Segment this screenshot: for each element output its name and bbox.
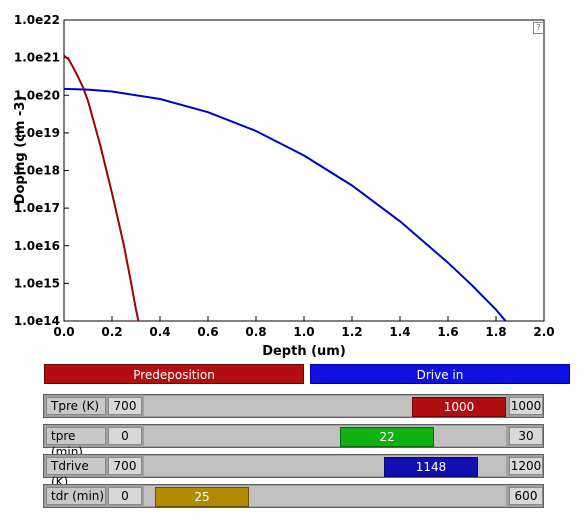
predeposition-curve [63, 54, 140, 322]
slider-thumb[interactable]: 1148 [384, 457, 478, 477]
slider-track[interactable]: 1148 [144, 456, 506, 477]
y-axis-label: Doping (cm -3) [13, 96, 28, 205]
x-tick-label: 1.2 [341, 325, 362, 339]
slider-thumb[interactable]: 1000 [412, 397, 506, 417]
help-icon[interactable]: ? [533, 22, 544, 34]
x-tick-label: 0.6 [197, 325, 218, 339]
y-tick-label: 1.0e16 [14, 239, 60, 253]
slider-label: Tdrive (K) [46, 457, 106, 489]
slider-track[interactable]: 22 [144, 426, 506, 447]
slider-min-value: 700 [108, 397, 142, 415]
x-tick-label: 1.6 [437, 325, 458, 339]
slider-row: Tpre (K) 700 1000 1000 [43, 394, 544, 418]
plot-frame [63, 19, 545, 322]
slider-row: Tdrive (K) 700 1148 1200 [43, 454, 544, 489]
slider-label: Tpre (K) [46, 397, 106, 415]
slider-max-value: 600 [509, 487, 543, 505]
slider-label: tpre (min) [46, 427, 106, 459]
slider-min-value: 700 [108, 457, 142, 475]
x-tick-label: 1.8 [485, 325, 506, 339]
slider-max-value: 30 [509, 427, 543, 445]
x-tick-label: 2.0 [533, 325, 554, 339]
y-tick-label: 1.0e20 [14, 88, 60, 102]
x-axis-label: Depth (um) [262, 344, 346, 359]
x-tick-label: 1.4 [389, 325, 410, 339]
slider-min-value: 0 [108, 427, 142, 445]
y-tick-label: 1.0e15 [14, 276, 60, 290]
slider-thumb[interactable]: 25 [155, 487, 249, 507]
drive-in-curve [63, 87, 507, 322]
y-tick-label: 1.0e18 [14, 164, 60, 178]
x-tick-label: 1.0 [293, 325, 314, 339]
tab-drive-in[interactable]: Drive in [310, 364, 570, 384]
slider-label: tdr (min) [46, 487, 106, 505]
slider-track[interactable]: 1000 [144, 396, 506, 417]
slider-row: tpre (min) 0 22 30 [43, 424, 544, 459]
y-tick-label: 1.0e22 [14, 13, 60, 27]
y-tick-label: 1.0e21 [14, 51, 60, 65]
x-tick-label: 0.4 [149, 325, 170, 339]
slider-row: tdr (min) 0 25 600 [43, 484, 544, 508]
slider-max-value: 1200 [509, 457, 543, 475]
slider-track[interactable]: 25 [144, 486, 506, 507]
tab-predeposition[interactable]: Predeposition [44, 364, 304, 384]
y-tick-label: 1.0e14 [14, 314, 60, 328]
doping-chart: 0.0 0.2 0.4 0.6 0.8 1.0 1.2 1.4 1.6 1.8 2.0 1.0e14 1… [13, 13, 555, 359]
y-tick-label: 1.0e17 [14, 201, 60, 215]
x-tick-label: 0.8 [245, 325, 266, 339]
x-tick-label: 0.2 [101, 325, 122, 339]
x-tick-label: 0.0 [53, 325, 74, 339]
slider-thumb[interactable]: 22 [340, 427, 434, 447]
y-tick-label: 1.0e19 [14, 126, 60, 140]
slider-min-value: 0 [108, 487, 142, 505]
slider-max-value: 1000 [509, 397, 543, 415]
